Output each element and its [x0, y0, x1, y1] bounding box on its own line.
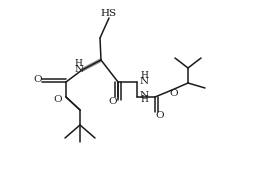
Text: O: O	[108, 96, 117, 105]
Text: H: H	[74, 58, 82, 68]
Text: N: N	[139, 77, 149, 86]
Text: N: N	[139, 90, 149, 99]
Text: O: O	[155, 111, 164, 120]
Text: H: H	[139, 96, 147, 105]
Text: O: O	[168, 89, 177, 98]
Text: HS: HS	[101, 8, 117, 17]
Text: N: N	[74, 65, 83, 74]
Text: O: O	[34, 76, 42, 84]
Text: H: H	[139, 71, 147, 80]
Text: O: O	[53, 96, 62, 105]
